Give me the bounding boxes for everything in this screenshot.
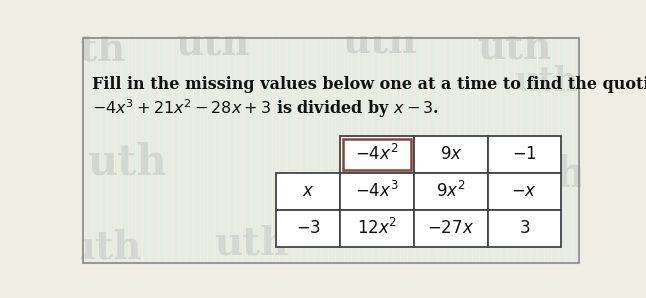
Bar xyxy=(488,210,561,247)
Text: $-4x^3$: $-4x^3$ xyxy=(355,181,399,201)
Bar xyxy=(340,173,414,210)
Text: uth: uth xyxy=(514,66,578,98)
Bar xyxy=(488,136,561,173)
Bar xyxy=(414,136,488,173)
Text: $-4x^2$: $-4x^2$ xyxy=(355,144,399,164)
Bar xyxy=(276,210,340,247)
Bar xyxy=(340,210,414,247)
Bar xyxy=(414,210,488,247)
Text: $-27x$: $-27x$ xyxy=(427,220,474,237)
Text: $-4x^3 + 21x^2 - 28x + 3$ is divided by $x - 3$.: $-4x^3 + 21x^2 - 28x + 3$ is divided by … xyxy=(92,97,439,120)
Text: uth: uth xyxy=(87,142,167,184)
Bar xyxy=(488,173,561,210)
Text: uth: uth xyxy=(51,31,126,69)
Text: uth: uth xyxy=(214,225,288,263)
Bar xyxy=(414,173,488,210)
Text: uth: uth xyxy=(67,229,141,266)
Text: $-x$: $-x$ xyxy=(512,183,537,200)
Text: $3$: $3$ xyxy=(519,220,530,237)
Text: uth: uth xyxy=(477,28,552,66)
Bar xyxy=(276,173,340,210)
Text: $x$: $x$ xyxy=(302,183,315,200)
Text: uth: uth xyxy=(175,24,250,63)
Text: $9x^2$: $9x^2$ xyxy=(436,181,466,201)
Text: uth: uth xyxy=(342,23,416,61)
Bar xyxy=(340,136,414,173)
Text: $-1$: $-1$ xyxy=(512,146,537,163)
Text: $12x^2$: $12x^2$ xyxy=(357,218,397,238)
Bar xyxy=(344,139,411,170)
Text: uth: uth xyxy=(506,153,585,195)
Text: $-3$: $-3$ xyxy=(296,220,321,237)
Text: $9x$: $9x$ xyxy=(439,146,462,163)
Text: Fill in the missing values below one at a time to find the quotient when: Fill in the missing values below one at … xyxy=(92,76,646,93)
